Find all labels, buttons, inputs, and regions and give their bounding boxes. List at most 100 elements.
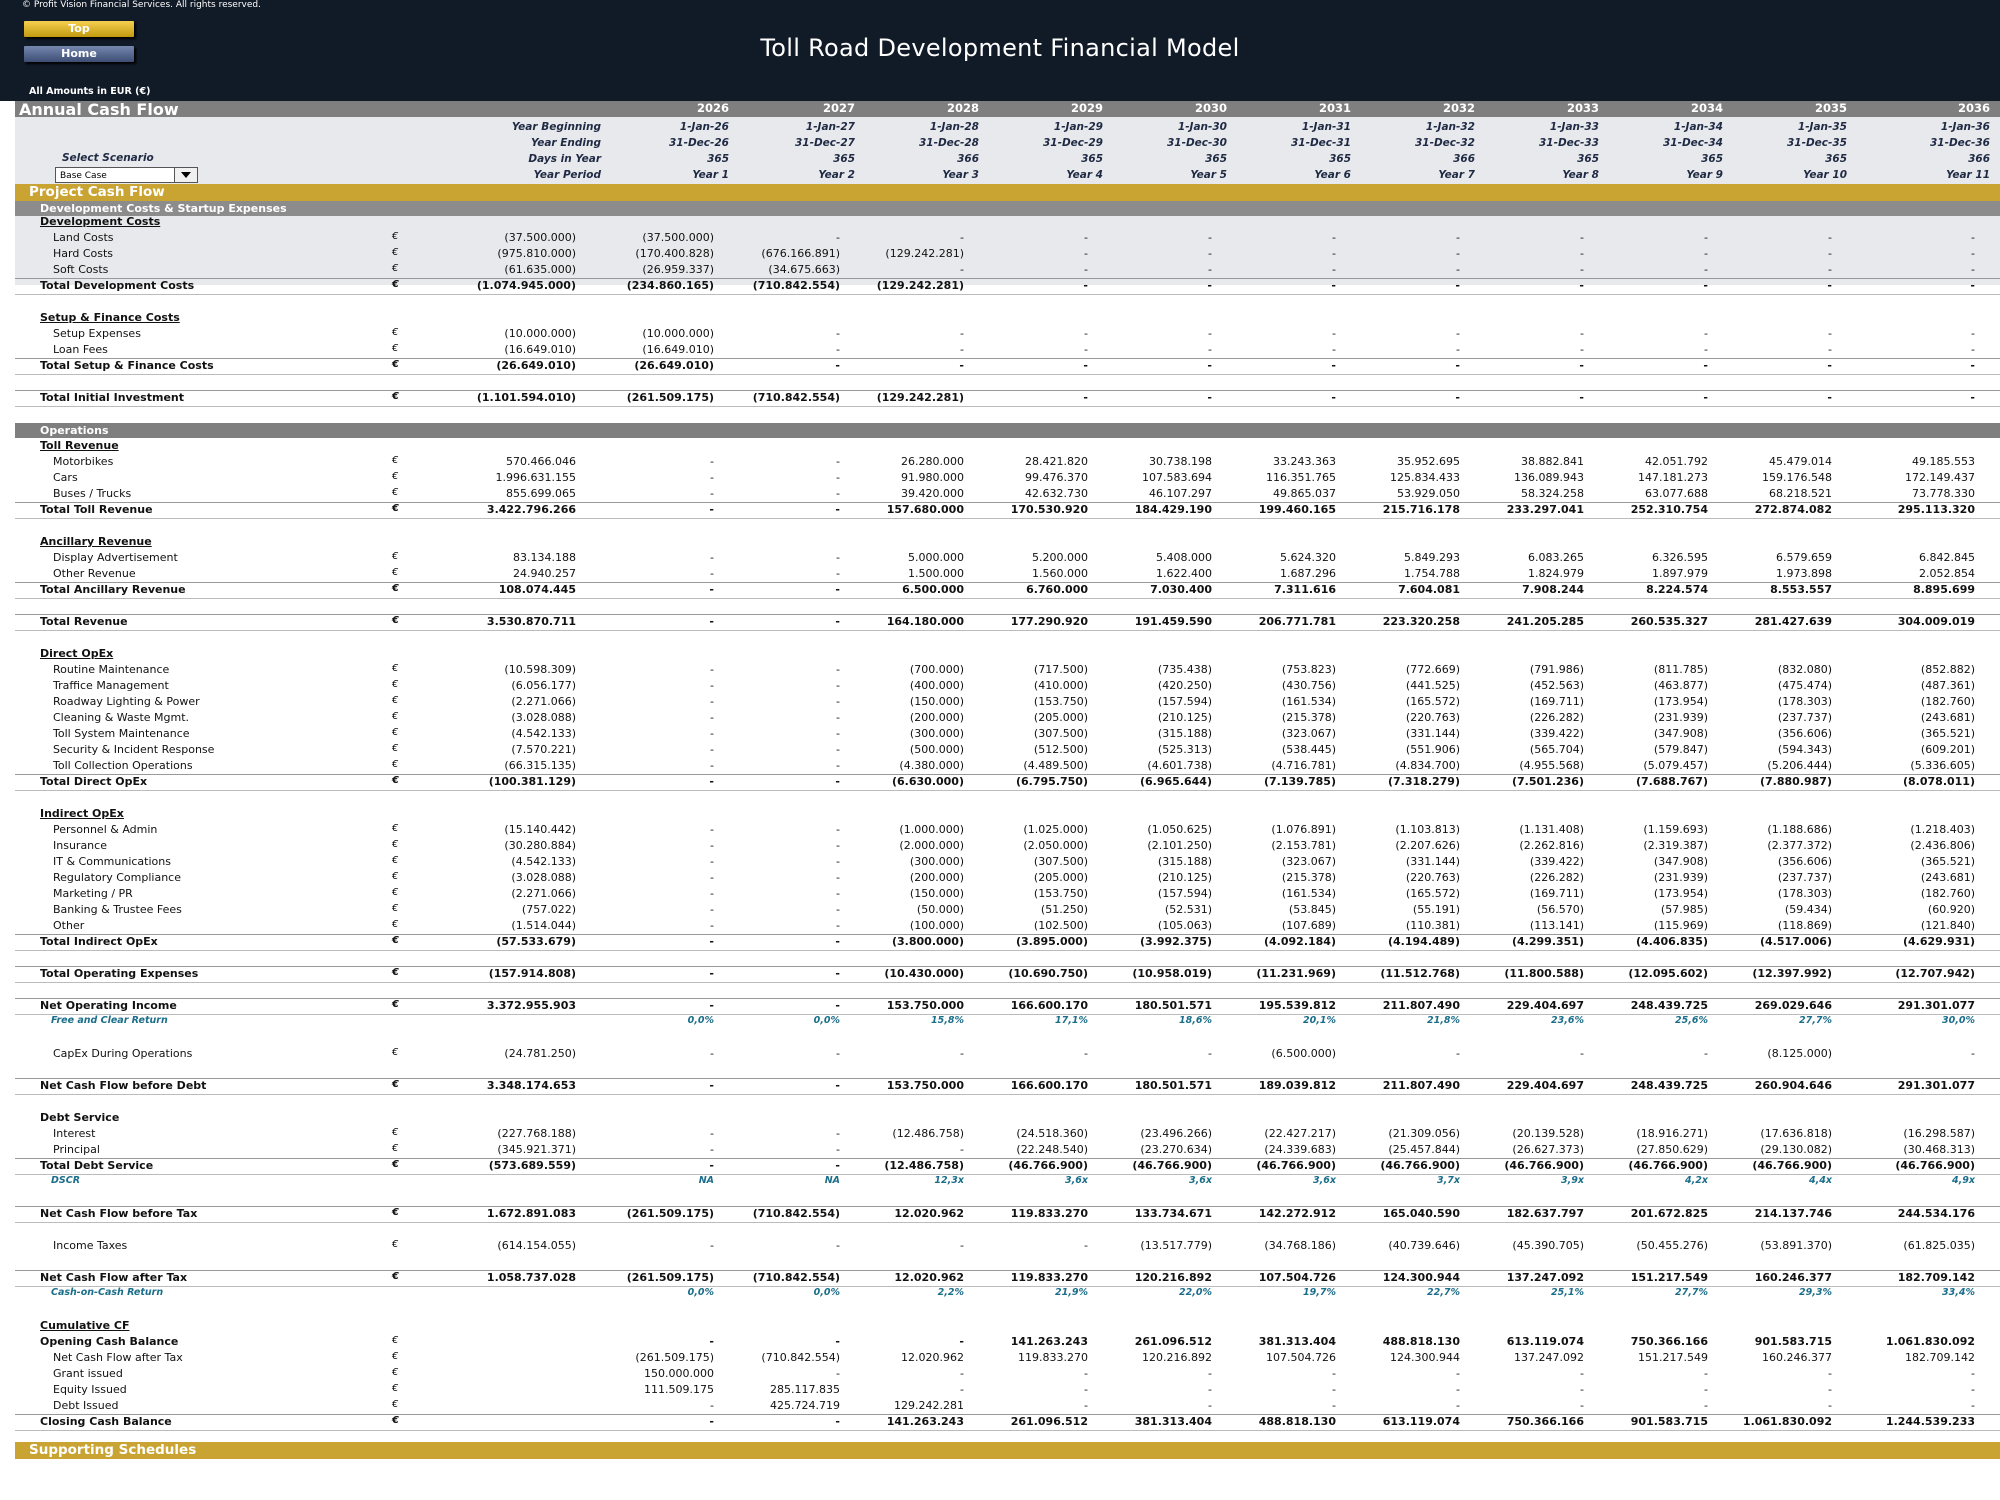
value-cell[interactable]: (347.908) [1653,855,1708,868]
value-cell[interactable]: (2.436.806) [1910,839,1975,852]
value-cell[interactable]: 68.218.521 [1769,487,1832,500]
value-cell[interactable]: (1.159.693) [1643,823,1708,836]
value-cell[interactable]: 488.818.130 [1382,1335,1460,1348]
value-cell[interactable]: 73.778.330 [1912,487,1975,500]
value-cell[interactable]: - [1456,343,1460,356]
value-cell[interactable]: 229.404.697 [1506,999,1584,1012]
value-cell[interactable]: 1.996.631.155 [495,471,576,484]
value-cell[interactable]: - [836,487,840,500]
value-cell[interactable]: - [1331,359,1336,372]
value-cell[interactable]: (18.916.271) [1636,1127,1708,1140]
value-cell[interactable]: (753.823) [1281,663,1336,676]
value-cell[interactable]: - [835,775,840,788]
value-cell[interactable]: (57.533.679) [496,935,576,948]
value-cell[interactable]: (50.000) [916,903,964,916]
value-cell[interactable]: - [835,1335,840,1348]
value-cell[interactable]: (4.380.000) [899,759,964,772]
value-cell[interactable]: - [1455,279,1460,292]
value-cell[interactable]: - [835,967,840,980]
value-cell[interactable]: 29,3% [1799,1287,1832,1298]
value-cell[interactable]: 260.535.327 [1630,615,1708,628]
value-cell[interactable]: 33,4% [1942,1287,1975,1298]
value-cell[interactable]: 24.940.257 [513,567,576,580]
value-cell[interactable]: 133.734.671 [1134,1207,1212,1220]
value-cell[interactable]: NA [824,1175,840,1186]
value-cell[interactable]: (700.000) [909,663,964,676]
value-cell[interactable]: 6.579.659 [1776,551,1832,564]
value-cell[interactable]: 30,0% [1942,1015,1975,1026]
value-cell[interactable]: (579.847) [1653,743,1708,756]
value-cell[interactable]: - [836,1367,840,1380]
value-cell[interactable]: (261.509.175) [635,1351,714,1364]
value-cell[interactable]: 189.039.812 [1258,1079,1336,1092]
value-cell[interactable]: (2.050.000) [1023,839,1088,852]
value-cell[interactable]: (61.825.035) [1903,1239,1975,1252]
value-cell[interactable]: - [710,727,714,740]
value-cell[interactable]: - [1208,1367,1212,1380]
value-cell[interactable]: (614.154.055) [497,1239,576,1252]
value-cell[interactable]: - [1579,279,1584,292]
value-cell[interactable]: (6.795.750) [1016,775,1088,788]
value-cell[interactable]: - [1579,359,1584,372]
value-cell[interactable]: - [1084,231,1088,244]
value-cell[interactable]: - [1704,1367,1708,1380]
value-cell[interactable]: 42.632.730 [1025,487,1088,500]
value-cell[interactable]: - [710,855,714,868]
value-cell[interactable]: 2,2% [937,1287,964,1298]
value-cell[interactable]: - [1084,1383,1088,1396]
value-cell[interactable]: - [1580,343,1584,356]
value-cell[interactable]: (512.500) [1033,743,1088,756]
value-cell[interactable]: - [835,1159,840,1172]
value-cell[interactable]: - [1704,343,1708,356]
value-cell[interactable]: 3,6x [1189,1175,1212,1186]
value-cell[interactable]: (200.000) [909,711,964,724]
value-cell[interactable]: - [1827,359,1832,372]
value-cell[interactable]: (3.028.088) [511,871,576,884]
value-cell[interactable]: (17.636.818) [1760,1127,1832,1140]
value-cell[interactable]: 25,6% [1675,1015,1708,1026]
value-cell[interactable]: (441.525) [1405,679,1460,692]
value-cell[interactable]: - [1971,231,1975,244]
value-cell[interactable]: (46.766.900) [1504,1159,1584,1172]
value-cell[interactable]: - [1580,1047,1584,1060]
value-cell[interactable]: (46.766.900) [1628,1159,1708,1172]
value-cell[interactable]: (12.095.602) [1628,967,1708,980]
value-cell[interactable]: (157.594) [1157,695,1212,708]
value-cell[interactable]: (4.834.700) [1395,759,1460,772]
value-cell[interactable]: (10.690.750) [1008,967,1088,980]
value-cell[interactable]: - [710,903,714,916]
value-cell[interactable]: - [836,567,840,580]
value-cell[interactable]: - [1828,1367,1832,1380]
value-cell[interactable]: (3.800.000) [892,935,964,948]
value-cell[interactable]: - [836,823,840,836]
value-cell[interactable]: (121.840) [1920,919,1975,932]
value-cell[interactable]: (10.000.000) [504,327,576,340]
value-cell[interactable]: (226.282) [1529,711,1584,724]
value-cell[interactable]: (234.860.165) [626,279,714,292]
value-cell[interactable]: (11.512.768) [1380,967,1460,980]
value-cell[interactable]: (2.153.781) [1271,839,1336,852]
value-cell[interactable]: (1.218.403) [1910,823,1975,836]
value-cell[interactable]: - [710,663,714,676]
value-cell[interactable]: (735.438) [1157,663,1212,676]
value-cell[interactable]: - [1456,247,1460,260]
value-cell[interactable]: 151.217.549 [1630,1271,1708,1284]
value-cell[interactable]: (6.630.000) [892,775,964,788]
value-cell[interactable]: - [1703,391,1708,404]
value-cell[interactable]: - [836,743,840,756]
value-cell[interactable]: 182.637.797 [1506,1207,1584,1220]
value-cell[interactable]: 3,6x [1313,1175,1336,1186]
value-cell[interactable]: (22.427.217) [1264,1127,1336,1140]
value-cell[interactable]: - [835,615,840,628]
value-cell[interactable]: (7.880.987) [1760,775,1832,788]
value-cell[interactable]: - [1456,1399,1460,1412]
value-cell[interactable]: (1.074.945.000) [476,279,576,292]
value-cell[interactable]: - [710,455,714,468]
value-cell[interactable]: (852.882) [1920,663,1975,676]
value-cell[interactable]: 1.824.979 [1528,567,1584,580]
value-cell[interactable]: 129.242.281 [894,1399,964,1412]
value-cell[interactable]: (7.688.767) [1636,775,1708,788]
value-cell[interactable]: (113.141) [1529,919,1584,932]
value-cell[interactable]: 1.897.979 [1652,567,1708,580]
value-cell[interactable]: 6.326.595 [1652,551,1708,564]
